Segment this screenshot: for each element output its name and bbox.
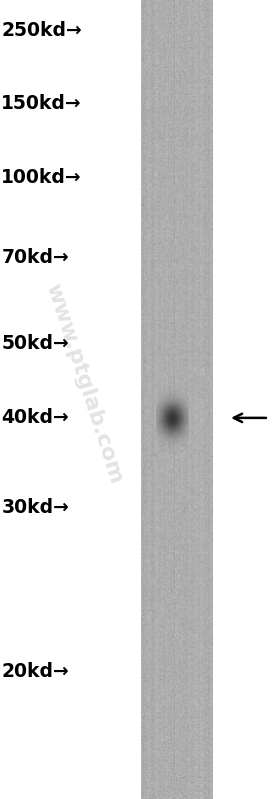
Text: 50kd→: 50kd→ (1, 334, 69, 353)
Text: 100kd→: 100kd→ (1, 168, 82, 187)
Text: 150kd→: 150kd→ (1, 94, 82, 113)
Text: 20kd→: 20kd→ (1, 662, 69, 681)
Text: 70kd→: 70kd→ (1, 248, 69, 267)
Text: 250kd→: 250kd→ (1, 21, 82, 40)
Text: www.ptglab.com: www.ptglab.com (42, 280, 126, 487)
Text: 30kd→: 30kd→ (1, 498, 69, 517)
Text: 40kd→: 40kd→ (1, 408, 69, 427)
